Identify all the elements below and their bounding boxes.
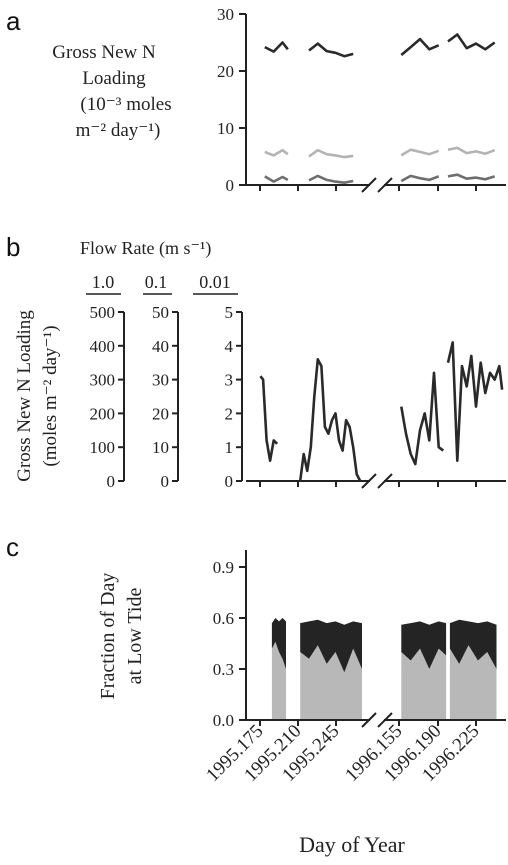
y-tick-label: 0 [225,472,234,491]
y-tick-label: 200 [90,404,116,423]
y-tick-label: 1 [225,438,234,457]
series-line-mid [400,174,440,183]
y-tick-label: 300 [90,371,116,390]
y-tick-label: 30 [217,5,234,24]
area-high [401,621,447,669]
y-ticks: 0 10 20 30 [217,5,246,195]
y-tick-label: 400 [90,337,116,356]
panel-label-c: c [6,532,19,562]
area-low [449,645,497,720]
y-axis-label-line: (10⁻³ moles [80,94,171,115]
series-line [446,341,504,463]
y-tick-label: 10 [217,119,234,138]
axis-break-mark [377,712,393,728]
y-tick-label: 0 [107,472,116,491]
flow-rate-values: 1.0 0.1 0.01 [86,272,238,295]
y-axis-label-line: Gross New N Loading [14,310,35,482]
flow-rate-value: 0.1 [145,272,168,292]
series-line [298,357,362,482]
y-axis-label-line: Fraction of Day [97,573,119,700]
series-line-mid [447,173,496,181]
series-line-light [400,148,440,157]
x-axis-title: Day of Year [299,832,405,857]
area-low [300,645,362,720]
y-tick-label: 0 [226,176,235,195]
axis-break-mark [377,177,393,193]
y-axis-label-a: Gross New N Loading (10⁻³ moles m⁻² day⁻… [52,42,171,141]
area-low [401,648,447,720]
panel-label-a: a [6,6,21,36]
area-low [271,641,286,720]
y-tick-label: 100 [90,438,116,457]
y-axis-label-c: Fraction of Day at Low Tide [97,573,146,700]
y-tick-label: 3 [225,371,234,390]
area-high [271,618,286,669]
panel-b: b Flow Rate (m s⁻¹) 1.0 0.1 0.01 Gross N… [6,232,506,491]
x-tick-labels: 1995.1751995.2101995.2451996.1551996.190… [202,721,483,786]
axis-break-mark [361,712,377,728]
y-tick-label: 50 [152,303,169,322]
stacked-areas [271,618,497,720]
y-axis-label-line: at Low Tide [124,588,146,685]
axis-break-mark [377,473,393,489]
series-line-mid [264,175,289,183]
y-axis-label-line: m⁻² day⁻¹) [76,120,161,141]
series-lines [264,33,496,184]
x-axis-line [246,473,506,489]
y-tick-label: 10 [152,438,169,457]
flow-rate-value: 1.0 [92,272,115,292]
flow-rate-value: 0.01 [199,272,231,292]
y-tick-label: 4 [225,337,234,356]
y-tick-label: 0.3 [213,660,234,679]
y-axis-label-b: Gross New N Loading (moles m⁻² day⁻¹) [14,310,61,482]
series-line-dark [400,37,440,56]
series-line [259,375,279,463]
series-line-light [447,146,496,155]
series-line-dark [264,41,289,53]
panel-c: c Fraction of Day at Low Tide 0.00.30.60… [6,532,506,857]
y-tick-label: 30 [152,371,169,390]
x-axis-line [246,177,506,193]
area-high [300,619,362,673]
y-tick-label: 20 [217,62,234,81]
series-line-dark [447,33,496,51]
x-axis-line [246,712,506,728]
y-ticks: 0.0 0.3 0.6 0.9 [213,558,246,730]
axis-break-mark [361,473,377,489]
series-lines [259,341,504,482]
y-tick-label: 0.9 [213,558,234,577]
series-line-light [308,148,354,159]
y-axis-label-line: (moles m⁻² day⁻¹) [40,325,61,466]
panel-label-b: b [6,232,20,262]
series-line [400,371,445,466]
y-axis-label-line: Gross New N [52,42,156,63]
y-tick-label: 0.6 [213,609,234,628]
series-line-mid [308,174,354,184]
y-tick-label: 5 [225,303,234,322]
y-tick-label: 2 [225,404,234,423]
y-tick-label: 0 [161,472,170,491]
y-tick-label: 40 [152,337,169,356]
series-line-light [264,148,289,157]
flow-rate-label: Flow Rate (m s⁻¹) [80,238,211,259]
panel-a: a Gross New N Loading (10⁻³ moles m⁻² da… [6,5,506,195]
axis-break-mark [361,177,377,193]
y-tick-label: 500 [90,303,116,322]
series-line-dark [308,42,354,58]
y-tick-label: 20 [152,404,169,423]
y-tick-label: 0.0 [213,711,234,730]
y-axis-label-line: Loading [82,68,146,89]
area-high [449,619,497,669]
